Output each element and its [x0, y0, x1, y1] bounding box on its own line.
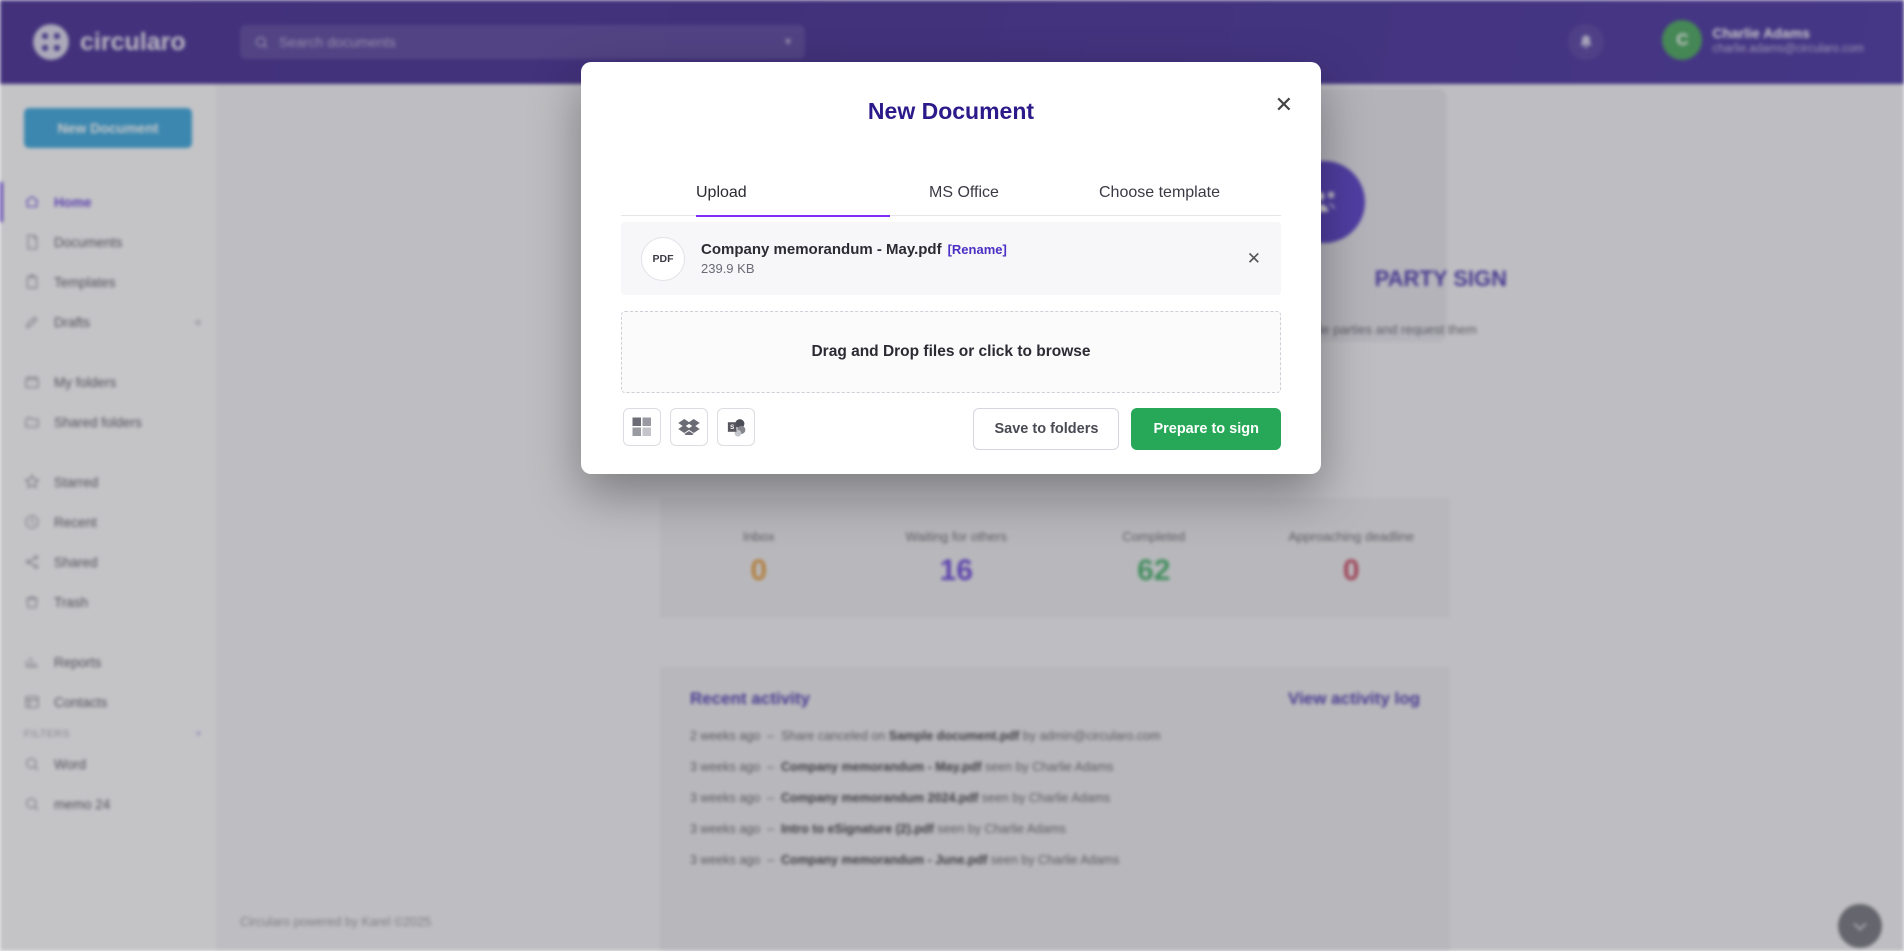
svg-text:S: S — [730, 424, 734, 431]
